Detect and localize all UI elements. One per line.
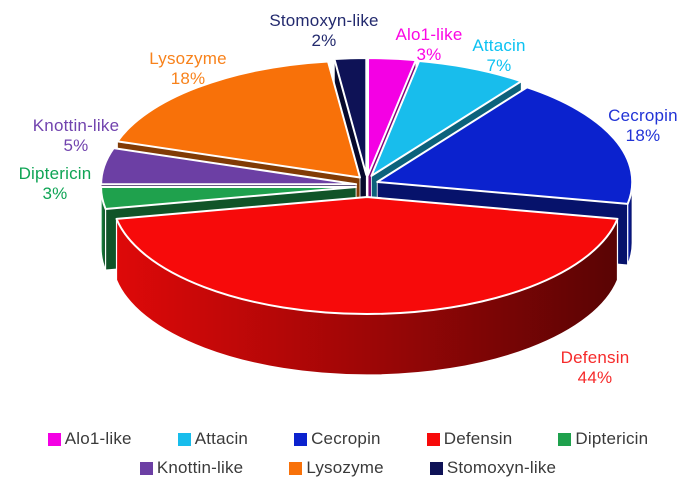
legend-item-alo1-like: Alo1-like [47,429,132,449]
legend-swatch-attacin [177,432,191,446]
legend-swatch-defensin [426,432,440,446]
pie-slice-top-cecropin [376,86,634,205]
pie-slice-top-diptericin [100,186,358,210]
slice-label-percent: 18% [625,126,661,145]
legend-item-cecropin: Cecropin [294,429,381,449]
legend-swatch-alo1-like [47,432,61,446]
legend-label: Knottin-like [156,458,244,477]
legend-item-lysozyme: Lysozyme [289,458,384,478]
slice-label-name: Knottin-like [32,116,120,135]
slice-label-percent: 7% [486,56,512,75]
legend-label: Lysozyme [306,458,384,477]
slice-label-name: Stomoxyn-like [269,11,379,30]
slice-label-stomoxyn-like: Stomoxyn-like 2% [269,11,378,51]
slice-label-percent: 18% [170,69,206,88]
legend-item-attacin: Attacin [177,429,249,449]
slice-label-name: Cecropin [608,106,678,125]
legend-swatch-lysozyme [289,461,303,475]
legend-swatch-stomoxyn-like [429,461,443,475]
legend-item-diptericin: Diptericin [558,429,648,449]
pie-slice-top-lysozyme [116,60,361,179]
legend-label: Alo1-like [64,429,132,448]
slice-label-attacin: Attacin 7% [472,36,525,76]
legend-swatch-cecropin [294,432,308,446]
legend-label: Defensin [443,429,513,448]
pie-slice-defensin [115,196,619,376]
slice-label-knottin-like: Knottin-like 5% [33,116,120,156]
legend-item-knottin-like: Knottin-like [139,458,244,478]
slice-label-lysozyme: Lysozyme 18% [149,49,227,89]
legend-swatch-diptericin [558,432,572,446]
legend-item-stomoxyn-like: Stomoxyn-like [429,458,557,478]
legend-row-1: Alo1-like Attacin Cecropin Defensin Dipteric… [47,429,649,449]
slice-label-name: Attacin [472,36,526,55]
pie-slice-top-stomoxyn-like [333,57,368,177]
slice-label-name: Lysozyme [149,49,227,68]
slice-label-diptericin: Diptericin 3% [19,164,92,204]
legend-label: Cecropin [311,429,381,448]
pie-slice-top-defensin [115,196,619,315]
slice-label-cecropin: Cecropin 18% [608,106,678,146]
slice-label-alo1-like: Alo1-like 3% [396,25,463,65]
pie-slice-top-knottin-like [100,147,358,186]
legend-swatch-knottin-like [139,461,153,475]
legend-label: Stomoxyn-like [446,458,557,477]
slice-label-name: Diptericin [18,164,92,183]
legend-label: Attacin [194,429,249,448]
slice-label-percent: 2% [311,31,337,50]
pie-slice-top-attacin [370,59,523,177]
slice-label-percent: 3% [42,184,68,203]
pie-slice-top-alo1-like [367,57,417,177]
slice-label-percent: 44% [577,368,613,387]
slice-label-name: Defensin [560,348,630,367]
legend-row-2: Knottin-like Lysozyme Stomoxyn-like [139,458,557,478]
legend-item-defensin: Defensin [426,429,513,449]
slice-label-defensin: Defensin 44% [561,348,630,388]
legend-label: Diptericin [575,429,649,448]
slice-label-name: Alo1-like [395,25,463,44]
legend: Alo1-like Attacin Cecropin Defensin Dipteric… [0,429,696,478]
slice-label-percent: 5% [63,136,89,155]
slice-label-percent: 3% [416,45,442,64]
